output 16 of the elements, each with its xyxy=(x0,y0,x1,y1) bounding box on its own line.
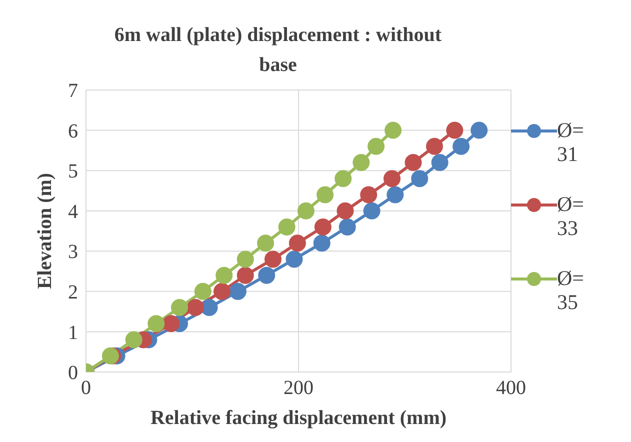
legend-label: Ø= 35 xyxy=(557,266,586,314)
legend-label: Ø= 33 xyxy=(557,192,586,240)
legend-label: Ø= 31 xyxy=(557,118,586,166)
y-tick-label: 1 xyxy=(68,322,78,344)
y-tick-label: 0 xyxy=(68,362,78,384)
y-tick-label: 2 xyxy=(68,282,78,304)
x-tick-label: 200 xyxy=(284,377,314,400)
y-tick-label: 5 xyxy=(68,160,78,183)
y-tick-label: 4 xyxy=(68,200,78,223)
chart-title: 6m wall (plate) displacement : without base xyxy=(113,23,443,78)
y-tick-label: 3 xyxy=(68,241,78,264)
y-axis-title: Elevation (m) xyxy=(34,172,56,290)
y-tick-label: 7 xyxy=(68,80,78,102)
x-tick-label: 400 xyxy=(496,377,526,400)
x-axis-title: Relative facing displacement (mm) xyxy=(150,407,447,430)
y-tick-label: 6 xyxy=(68,120,78,142)
